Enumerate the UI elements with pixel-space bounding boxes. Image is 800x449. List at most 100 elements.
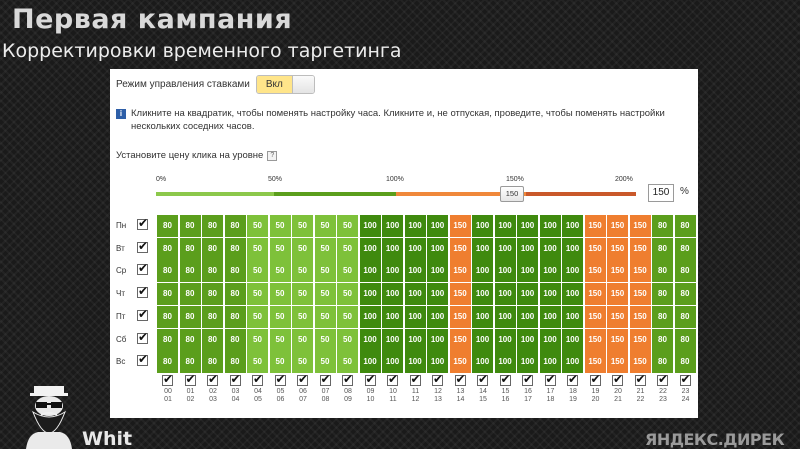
hour-cell[interactable]: 100: [562, 305, 583, 328]
hour-cell[interactable]: 150: [449, 328, 471, 351]
hour-cell[interactable]: 100: [427, 260, 448, 283]
hour-cell[interactable]: 100: [404, 260, 426, 283]
hour-cell[interactable]: 80: [179, 305, 201, 328]
hour-cell[interactable]: 80: [202, 215, 223, 237]
hour-cell[interactable]: 50: [314, 351, 336, 374]
hour-cell[interactable]: 50: [292, 283, 313, 306]
hour-cell[interactable]: 50: [292, 351, 313, 374]
hour-cell[interactable]: 50: [314, 328, 336, 351]
hour-cell[interactable]: 80: [674, 215, 696, 237]
hour-cell[interactable]: 100: [539, 351, 561, 374]
hour-cell[interactable]: 50: [292, 215, 313, 237]
hour-cell[interactable]: 50: [269, 328, 291, 351]
hour-cell[interactable]: 150: [629, 237, 651, 260]
hour-cell[interactable]: 50: [314, 260, 336, 283]
hour-cell[interactable]: 100: [427, 328, 448, 351]
hour-checkbox[interactable]: [544, 372, 556, 386]
hour-cell[interactable]: 150: [449, 283, 471, 306]
hour-cell[interactable]: 100: [359, 305, 381, 328]
hour-cell[interactable]: 50: [292, 237, 313, 260]
hour-cell[interactable]: 100: [472, 260, 493, 283]
hour-cell[interactable]: 150: [607, 305, 628, 328]
hour-cell[interactable]: 150: [449, 305, 471, 328]
hour-checkbox[interactable]: [634, 372, 646, 386]
hour-cell[interactable]: 80: [674, 260, 696, 283]
hour-cell[interactable]: 100: [517, 305, 538, 328]
hour-checkbox[interactable]: [252, 372, 263, 386]
hour-cell[interactable]: 80: [157, 237, 178, 260]
hour-cell[interactable]: 50: [314, 237, 336, 260]
hour-cell[interactable]: 100: [472, 283, 493, 306]
hour-cell[interactable]: 50: [314, 305, 336, 328]
hour-cell[interactable]: 150: [584, 283, 606, 306]
day-checkbox[interactable]: [137, 261, 148, 276]
hour-cell[interactable]: 100: [472, 237, 493, 260]
hour-cell[interactable]: 100: [494, 305, 516, 328]
hour-cell[interactable]: 150: [607, 260, 628, 283]
hour-checkbox[interactable]: [387, 372, 398, 386]
hour-cell[interactable]: 100: [562, 237, 583, 260]
hour-cell[interactable]: 100: [562, 328, 583, 351]
hour-cell[interactable]: 150: [607, 237, 628, 260]
hour-checkbox[interactable]: [657, 372, 668, 386]
hour-cell[interactable]: 80: [674, 283, 696, 306]
hour-cell[interactable]: 100: [494, 328, 516, 351]
hour-cell[interactable]: 100: [382, 283, 403, 306]
hour-cell[interactable]: 150: [607, 351, 628, 374]
hour-cell[interactable]: 100: [517, 260, 538, 283]
hour-cell[interactable]: 80: [179, 237, 201, 260]
hour-cell[interactable]: 150: [584, 351, 606, 374]
hour-cell[interactable]: 100: [562, 260, 583, 283]
hour-cell[interactable]: 50: [269, 283, 291, 306]
hour-cell[interactable]: 100: [517, 237, 538, 260]
hour-cell[interactable]: 100: [404, 283, 426, 306]
percent-input[interactable]: 150: [648, 184, 674, 202]
hour-cell[interactable]: 80: [224, 328, 246, 351]
hour-cell[interactable]: 100: [517, 328, 538, 351]
hour-cell[interactable]: 100: [427, 305, 448, 328]
hour-cell[interactable]: 100: [517, 283, 538, 306]
hour-cell[interactable]: 50: [292, 305, 313, 328]
hour-cell[interactable]: 100: [427, 215, 448, 237]
hour-cell[interactable]: 150: [629, 260, 651, 283]
hour-cell[interactable]: 50: [269, 260, 291, 283]
hour-cell[interactable]: 80: [202, 260, 223, 283]
hour-cell[interactable]: 50: [292, 328, 313, 351]
hour-cell[interactable]: 100: [494, 283, 516, 306]
hour-cell[interactable]: 50: [269, 237, 291, 260]
hour-cell[interactable]: 50: [337, 351, 358, 374]
hour-cell[interactable]: 80: [157, 328, 178, 351]
hour-cell[interactable]: 50: [337, 328, 358, 351]
hour-checkbox[interactable]: [162, 372, 173, 386]
hour-cell[interactable]: 100: [382, 260, 403, 283]
hour-checkbox[interactable]: [679, 372, 691, 386]
hour-checkbox[interactable]: [589, 372, 601, 386]
hour-cell[interactable]: 100: [404, 305, 426, 328]
day-checkbox[interactable]: [137, 216, 148, 230]
hour-cell[interactable]: 100: [359, 328, 381, 351]
hour-cell[interactable]: 80: [224, 237, 246, 260]
hour-cell[interactable]: 50: [247, 305, 268, 328]
hour-cell[interactable]: 100: [382, 237, 403, 260]
day-checkbox[interactable]: [137, 284, 148, 299]
hour-cell[interactable]: 100: [472, 215, 493, 237]
hour-cell[interactable]: 80: [224, 351, 246, 374]
hour-cell[interactable]: 80: [652, 283, 673, 306]
day-checkbox[interactable]: [137, 307, 148, 321]
hour-cell[interactable]: 80: [674, 305, 696, 328]
hour-checkbox[interactable]: [207, 372, 218, 386]
hour-cell[interactable]: 50: [292, 260, 313, 283]
hour-cell[interactable]: 50: [247, 283, 268, 306]
hour-cell[interactable]: 50: [337, 215, 358, 237]
hour-checkbox[interactable]: [229, 372, 241, 386]
hour-checkbox[interactable]: [184, 372, 196, 386]
hour-checkbox[interactable]: [432, 372, 443, 386]
hour-cell[interactable]: 80: [224, 215, 246, 237]
hour-cell[interactable]: 150: [584, 260, 606, 283]
hour-checkbox[interactable]: [522, 372, 533, 386]
hour-cell[interactable]: 100: [494, 237, 516, 260]
hour-cell[interactable]: 100: [517, 215, 538, 237]
hour-cell[interactable]: 100: [427, 237, 448, 260]
slider-handle[interactable]: 150: [500, 186, 524, 202]
hour-cell[interactable]: 100: [359, 237, 381, 260]
